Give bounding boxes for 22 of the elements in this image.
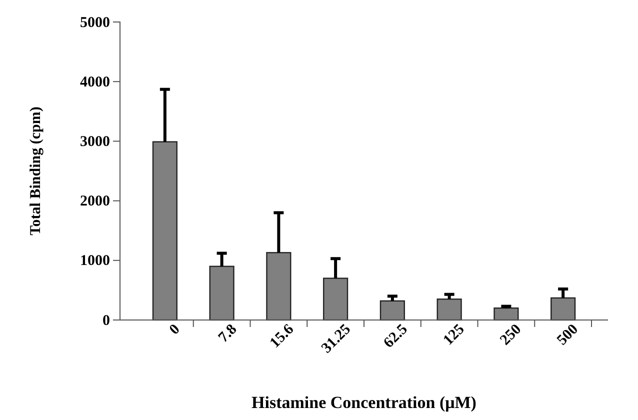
x-tick-label: 250 — [497, 321, 525, 349]
bar — [266, 252, 292, 321]
x-tick-label: 15.6 — [267, 321, 298, 352]
y-tick-label: 2000 — [80, 194, 110, 210]
y-tick-label: 4000 — [80, 74, 110, 90]
bar — [152, 141, 178, 321]
y-tick-label: 3000 — [80, 134, 110, 150]
y-tick-label: 1000 — [80, 253, 110, 270]
x-tick-label: 62.5 — [380, 321, 411, 352]
bar — [323, 278, 348, 321]
x-tick-label: 125 — [440, 321, 468, 349]
x-tick-label: 7.8 — [216, 321, 240, 346]
x-tick-label: 0 — [166, 321, 184, 338]
bar — [380, 300, 405, 321]
y-axis-title: Total Binding (cpm) — [28, 106, 44, 236]
bar — [436, 298, 462, 321]
y-tick-label: 5000 — [80, 14, 110, 31]
bar — [494, 307, 519, 321]
bar — [550, 297, 576, 321]
bar — [209, 266, 234, 321]
x-axis-title: Histamine Concentration (μM) — [252, 393, 476, 412]
x-tick-label: 500 — [554, 321, 582, 349]
